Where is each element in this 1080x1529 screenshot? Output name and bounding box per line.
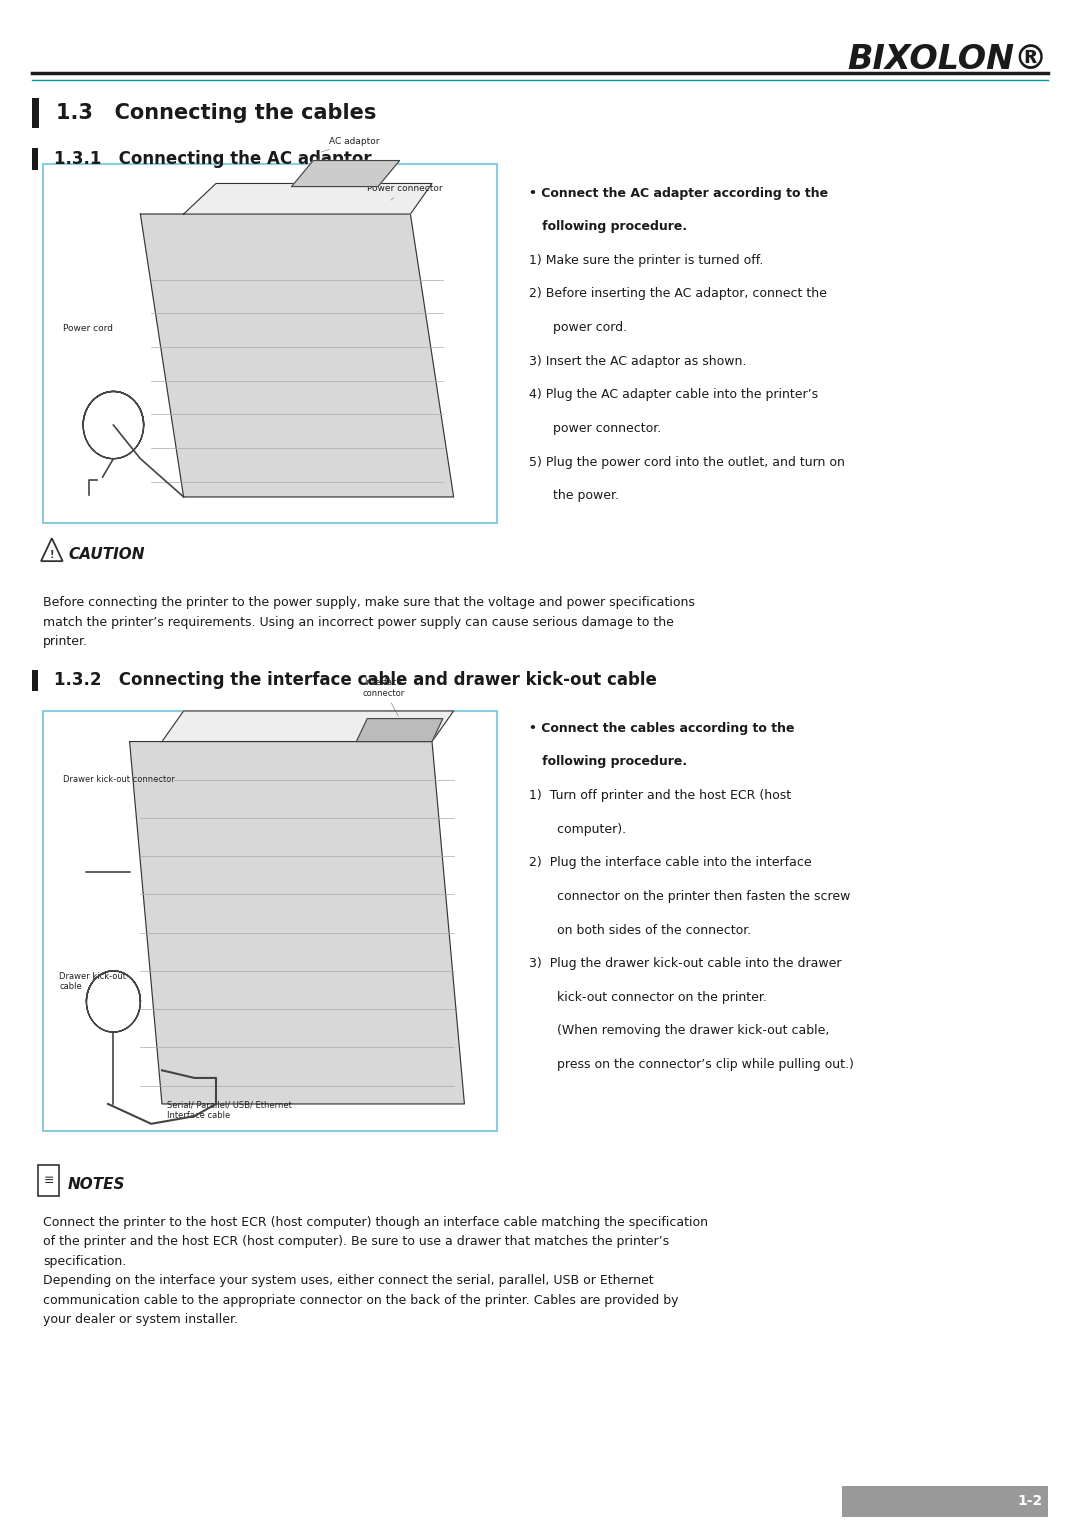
Text: 3) Insert the AC adaptor as shown.: 3) Insert the AC adaptor as shown.	[529, 355, 746, 368]
Text: Connect the printer to the host ECR (host computer) though an interface cable ma: Connect the printer to the host ECR (hos…	[43, 1216, 708, 1326]
Polygon shape	[140, 214, 454, 497]
Text: (When removing the drawer kick-out cable,: (When removing the drawer kick-out cable…	[529, 1024, 829, 1038]
Polygon shape	[130, 742, 464, 1104]
Text: Drawer kick-out connector: Drawer kick-out connector	[63, 775, 175, 784]
Text: 1)  Turn off printer and the host ECR (host: 1) Turn off printer and the host ECR (ho…	[529, 789, 792, 803]
Polygon shape	[356, 719, 443, 742]
Text: on both sides of the connector.: on both sides of the connector.	[529, 924, 752, 937]
Text: the power.: the power.	[529, 489, 619, 503]
Text: 1.3.1   Connecting the AC adaptor: 1.3.1 Connecting the AC adaptor	[54, 150, 372, 168]
Text: Serial/ Parallel/ USB/ Ethernet
Interface cable: Serial/ Parallel/ USB/ Ethernet Interfac…	[167, 1101, 293, 1121]
Text: 4) Plug the AC adapter cable into the printer’s: 4) Plug the AC adapter cable into the pr…	[529, 388, 819, 402]
Text: ≡: ≡	[43, 1174, 54, 1187]
FancyBboxPatch shape	[43, 164, 497, 523]
Text: connector on the printer then fasten the screw: connector on the printer then fasten the…	[529, 890, 851, 904]
Text: kick-out connector on the printer.: kick-out connector on the printer.	[529, 991, 767, 1005]
Text: Power connector: Power connector	[367, 183, 443, 200]
Bar	[38, 1165, 59, 1196]
FancyBboxPatch shape	[43, 711, 497, 1131]
Bar	[32, 148, 38, 170]
Text: 1.3.2   Connecting the interface cable and drawer kick-out cable: 1.3.2 Connecting the interface cable and…	[54, 671, 657, 690]
Polygon shape	[184, 183, 432, 214]
Bar	[842, 1486, 1048, 1517]
Text: power connector.: power connector.	[529, 422, 661, 436]
Polygon shape	[162, 711, 454, 742]
Text: !: !	[50, 549, 54, 560]
Text: • Connect the AC adapter according to the: • Connect the AC adapter according to th…	[529, 187, 828, 200]
Text: power cord.: power cord.	[529, 321, 627, 335]
Bar	[32, 670, 38, 691]
Text: Interface
connector: Interface connector	[362, 679, 405, 716]
Text: • Connect the cables according to the: • Connect the cables according to the	[529, 722, 795, 735]
Text: 2) Before inserting the AC adaptor, connect the: 2) Before inserting the AC adaptor, conn…	[529, 287, 827, 301]
Text: NOTES: NOTES	[68, 1177, 125, 1193]
Text: AC adaptor: AC adaptor	[321, 136, 380, 151]
Polygon shape	[292, 161, 400, 187]
Text: Power cord: Power cord	[63, 324, 112, 333]
Text: 2)  Plug the interface cable into the interface: 2) Plug the interface cable into the int…	[529, 856, 812, 870]
Bar	[32, 98, 39, 128]
Text: BIXOLON®: BIXOLON®	[847, 43, 1048, 76]
Text: 1) Make sure the printer is turned off.: 1) Make sure the printer is turned off.	[529, 254, 764, 268]
Polygon shape	[41, 538, 63, 561]
Text: CAUTION: CAUTION	[68, 547, 145, 563]
Text: Before connecting the printer to the power supply, make sure that the voltage an: Before connecting the printer to the pow…	[43, 596, 696, 648]
Text: Drawer kick-out
cable: Drawer kick-out cable	[59, 972, 126, 991]
Text: 1-2: 1-2	[1017, 1494, 1042, 1509]
Text: press on the connector’s clip while pulling out.): press on the connector’s clip while pull…	[529, 1058, 854, 1072]
Text: 3)  Plug the drawer kick-out cable into the drawer: 3) Plug the drawer kick-out cable into t…	[529, 957, 841, 971]
Text: following procedure.: following procedure.	[529, 220, 687, 234]
Text: 5) Plug the power cord into the outlet, and turn on: 5) Plug the power cord into the outlet, …	[529, 456, 845, 469]
Text: computer).: computer).	[529, 823, 626, 836]
Text: 1.3   Connecting the cables: 1.3 Connecting the cables	[56, 102, 377, 124]
Text: following procedure.: following procedure.	[529, 755, 687, 769]
